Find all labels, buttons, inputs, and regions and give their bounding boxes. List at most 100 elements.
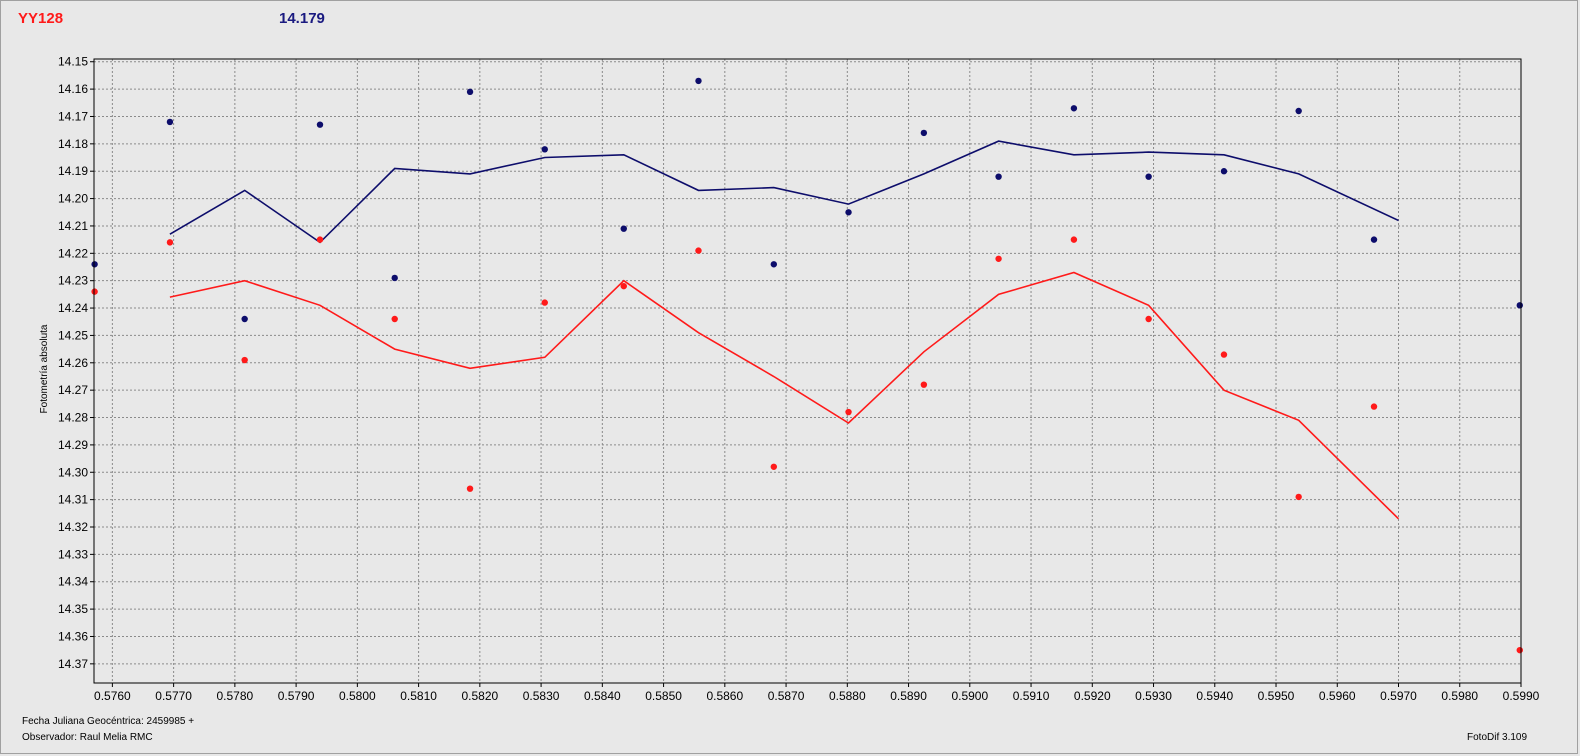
data-points xyxy=(91,77,1523,654)
series-blue-point xyxy=(995,173,1002,180)
series-red-point xyxy=(620,282,627,290)
series-blue-point xyxy=(166,118,174,126)
y-tick-label: 14.28 xyxy=(58,411,88,425)
trend-lines xyxy=(169,140,1400,520)
observer-label: Observador: Raul Melia RMC xyxy=(22,732,153,743)
x-tick-label: 0.5780 xyxy=(217,689,254,703)
series-red-point xyxy=(770,463,778,470)
y-tick-label: 14.26 xyxy=(58,356,88,370)
y-axis-ticks: 14.15 14.16 14.17 14.18 14.19 14.20 14.21 14.22… xyxy=(58,55,94,671)
series-blue-point xyxy=(920,129,928,137)
series-blue-point xyxy=(1295,107,1302,115)
y-tick-label: 14.23 xyxy=(58,274,88,288)
y-tick-label: 14.20 xyxy=(58,192,88,206)
series-red-point xyxy=(1145,315,1152,323)
x-tick-label: 0.5830 xyxy=(523,689,560,703)
series-blue-point xyxy=(541,146,548,153)
series-red-point xyxy=(920,381,928,388)
series-blue-point xyxy=(1070,105,1078,112)
y-tick-label: 14.22 xyxy=(58,246,88,260)
series-red-point xyxy=(1220,351,1228,358)
x-tick-label: 0.5790 xyxy=(278,689,315,703)
series-blue-point xyxy=(845,209,852,216)
x-tick-label: 0.5990 xyxy=(1503,689,1540,703)
y-tick-label: 14.30 xyxy=(58,465,88,479)
series-blue-point xyxy=(695,77,702,85)
x-tick-label: 0.5910 xyxy=(1013,689,1050,703)
x-tick-label: 0.5970 xyxy=(1380,689,1417,703)
x-tick-label: 0.5980 xyxy=(1441,689,1478,703)
x-tick-label: 0.5920 xyxy=(1074,689,1111,703)
series-blue-point xyxy=(91,261,98,268)
y-tick-label: 14.29 xyxy=(58,438,88,452)
x-tick-label: 0.5760 xyxy=(94,689,131,703)
series-red-point xyxy=(91,288,98,295)
series-red-point xyxy=(316,236,324,243)
x-tick-label: 0.5820 xyxy=(461,689,498,703)
series-blue-point xyxy=(770,261,778,268)
y-tick-label: 14.31 xyxy=(58,493,88,507)
x-tick-label: 0.5950 xyxy=(1258,689,1295,703)
x-tick-label: 0.5940 xyxy=(1196,689,1233,703)
x-tick-label: 0.5900 xyxy=(951,689,988,703)
x-tick-label: 0.5850 xyxy=(645,689,682,703)
star-name-label: YY128 xyxy=(18,10,64,27)
software-version-label: FotoDif 3.109 xyxy=(1467,732,1528,743)
x-axis-label: Fecha Juliana Geocéntrica: 2459985 + xyxy=(22,716,195,727)
series-blue-point xyxy=(620,225,627,232)
series-red-point xyxy=(541,299,548,306)
series-red-point xyxy=(995,255,1002,262)
y-tick-label: 14.37 xyxy=(58,657,88,671)
y-tick-label: 14.21 xyxy=(58,219,88,233)
y-tick-label: 14.24 xyxy=(58,301,88,315)
plot-border xyxy=(93,58,1522,684)
grid-lines xyxy=(94,59,1522,683)
series-red-point xyxy=(845,408,852,416)
x-tick-label: 0.5840 xyxy=(584,689,621,703)
series-red-point xyxy=(695,247,702,254)
x-tick-label: 0.5930 xyxy=(1135,689,1172,703)
x-axis-ticks: 0.5760 0.5770 0.5780 0.5790 0.5800 0.5810 0.58… xyxy=(94,683,1540,703)
y-tick-label: 14.16 xyxy=(58,82,88,96)
y-tick-label: 14.18 xyxy=(58,137,88,151)
series-red-point xyxy=(1370,403,1378,410)
y-tick-label: 14.17 xyxy=(58,109,88,123)
y-axis-label: Fotometría absoluta xyxy=(39,324,50,413)
y-tick-label: 14.36 xyxy=(58,629,88,643)
series-red-point xyxy=(1070,236,1078,243)
y-tick-label: 14.25 xyxy=(58,328,88,342)
series-blue-point xyxy=(241,315,248,323)
series-blue-point xyxy=(466,88,474,96)
y-tick-label: 14.27 xyxy=(58,383,88,397)
x-tick-label: 0.5880 xyxy=(829,689,866,703)
x-tick-label: 0.5860 xyxy=(706,689,743,703)
series-blue-point xyxy=(1516,302,1523,309)
x-tick-label: 0.5960 xyxy=(1319,689,1356,703)
series-blue-point xyxy=(1145,173,1152,180)
series-blue-point xyxy=(1220,168,1228,175)
series-blue-point xyxy=(391,274,398,282)
series-red-trend-line xyxy=(169,271,1400,520)
y-tick-label: 14.33 xyxy=(58,547,88,561)
x-tick-label: 0.5810 xyxy=(400,689,437,703)
series-blue-point xyxy=(1370,236,1378,243)
y-tick-label: 14.15 xyxy=(58,55,88,69)
plot-area xyxy=(94,59,1521,683)
series-red-point xyxy=(1295,493,1302,501)
series-blue-point xyxy=(316,121,324,128)
x-tick-label: 0.5770 xyxy=(155,689,192,703)
series-red-point xyxy=(166,239,174,246)
series-red-point xyxy=(466,485,474,492)
y-tick-label: 14.32 xyxy=(58,520,88,534)
x-tick-label: 0.5890 xyxy=(890,689,927,703)
series-red-point xyxy=(1516,646,1523,654)
series-red-point xyxy=(241,356,248,364)
series-blue-trend-line xyxy=(169,140,1399,244)
x-tick-label: 0.5870 xyxy=(768,689,805,703)
y-tick-label: 14.19 xyxy=(58,164,88,178)
series-red-point xyxy=(391,315,398,323)
y-tick-label: 14.35 xyxy=(58,602,88,616)
y-tick-label: 14.34 xyxy=(58,575,88,589)
